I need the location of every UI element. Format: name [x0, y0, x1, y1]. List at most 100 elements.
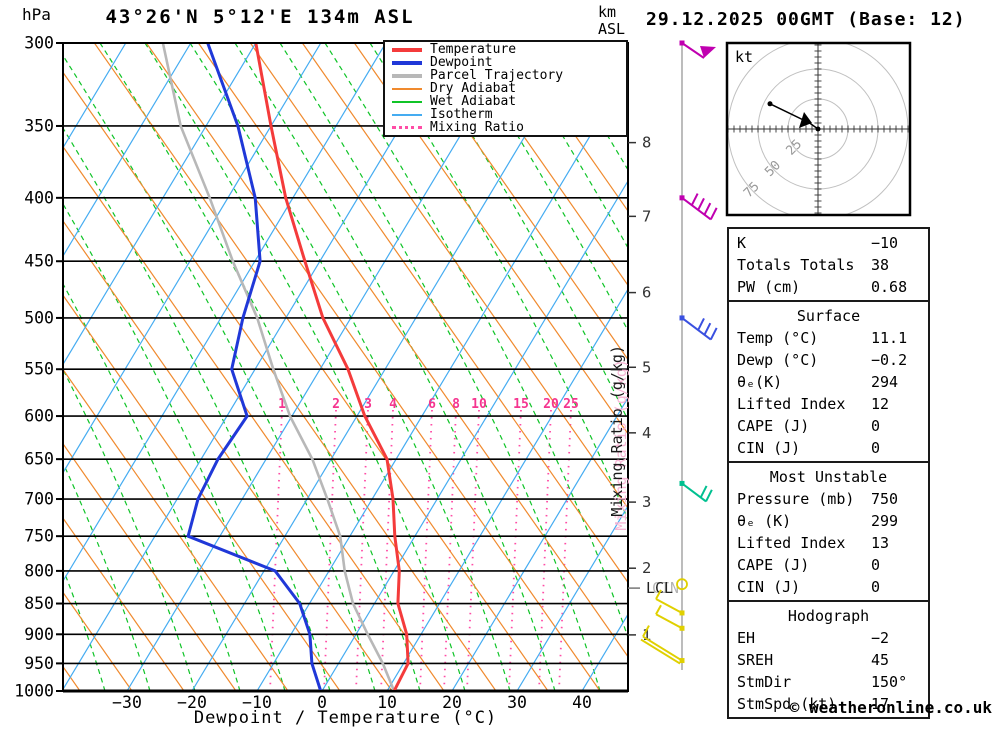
table-row-value: 150°	[871, 673, 908, 691]
table-row-value: 0	[871, 417, 881, 435]
table-row-label: EH	[737, 629, 756, 647]
legend-item: Parcel Trajectory	[385, 69, 626, 82]
mixing-ratio-line	[419, 409, 433, 691]
table-row-label: CIN (J)	[737, 578, 801, 596]
legend-item: Dry Adiabat	[385, 82, 626, 95]
table-row-value: 12	[871, 395, 890, 413]
temp-tick-label: −30	[112, 693, 142, 712]
dry-adiabat-line	[63, 517, 185, 691]
wet-adiabat-line	[279, 43, 601, 691]
wet-adiabat-line	[234, 43, 556, 691]
indices-table: Surface Temp (°C) 11.1 Dewp (°C) −0.2 θₑ(K) 29…	[727, 300, 930, 463]
pressure-tick-label: 400	[24, 188, 54, 207]
table-row-label: StmSpd (kt)	[737, 695, 837, 713]
table-row-value: 38	[871, 256, 890, 274]
mixing-ratio-axis-label-text: Mixing Ratio (g/kg)	[608, 345, 626, 517]
table-row-label: CAPE (J)	[737, 556, 810, 574]
altitude-axis-unit-label: km ASL	[598, 4, 625, 38]
temp-tick-label: −10	[242, 693, 272, 712]
isotherm-line	[63, 43, 387, 583]
km-tick-label: 1	[642, 626, 651, 644]
table-row: CAPE (J) 0	[729, 415, 928, 437]
wet-adiabat-line	[63, 282, 241, 691]
hodograph-border	[725, 41, 912, 217]
legend-label: Parcel Trajectory	[430, 68, 564, 83]
legend-item: Dewpoint	[385, 56, 626, 69]
isotherm-line	[63, 43, 452, 691]
wind-barb-full_left	[640, 625, 685, 665]
temp-tick-label: 10	[377, 693, 397, 712]
km-unit: km	[598, 3, 617, 21]
isotherm-line	[256, 71, 628, 691]
sounding-curves	[161, 43, 410, 691]
table-row: EH −2	[729, 627, 928, 649]
pressure-tick-label: 850	[24, 594, 54, 613]
pressure-axis-unit-label: hPa	[22, 5, 51, 24]
table-title: Most Unstable	[769, 468, 888, 486]
mixing-ratio-value-label: 2	[332, 397, 340, 412]
km-tick-label: 5	[642, 358, 651, 376]
temp-tick-label: 40	[572, 693, 592, 712]
temp-tick-label: 30	[507, 693, 527, 712]
km-tick-label: 6	[642, 284, 651, 302]
legend-label: Wet Adiabat	[430, 94, 517, 109]
barb-tick	[709, 327, 718, 340]
barb-tick	[690, 193, 699, 206]
legend-label: Dry Adiabat	[430, 81, 517, 96]
run-datetime-title: 29.12.2025 00GMT (Base: 12)	[646, 9, 966, 30]
isotherm-line	[516, 504, 628, 691]
lcl-label: LCL	[646, 579, 673, 597]
barb-tick	[697, 197, 705, 211]
legend: Temperature Dewpoint Parcel Trajectory Dry …	[383, 40, 628, 137]
pressure-tick-label: 800	[24, 561, 54, 580]
temperature-curve	[254, 43, 410, 691]
table-row: PW (cm) 0.68	[729, 276, 928, 298]
indices-table: Most Unstable Pressure (mb) 750 θₑ (K) 299 Li…	[727, 461, 930, 602]
hodograph-storm-motion-arrow	[799, 112, 812, 128]
isotherm-line	[126, 43, 517, 691]
table-row: CIN (J) 0	[729, 437, 928, 459]
table-row-label: θₑ(K)	[737, 373, 783, 391]
legend-swatch-thick	[392, 60, 422, 65]
table-row-value: 0	[871, 439, 881, 457]
km-tick-label: 7	[642, 207, 651, 225]
mixing-ratio-line	[355, 409, 369, 691]
legend-item: Mixing Ratio	[385, 121, 626, 134]
wind-barb-half_left	[655, 604, 685, 631]
table-row-value: 750	[871, 490, 899, 508]
table-row-label: Lifted Index	[737, 395, 846, 413]
barb-shaft-2	[640, 638, 681, 665]
dry-adiabat-line	[63, 219, 393, 691]
legend-item: Isotherm	[385, 108, 626, 121]
pressure-tick-label: 750	[24, 527, 54, 546]
table-row: Temp (°C) 11.1	[729, 327, 928, 349]
legend-swatch-dotted	[392, 126, 422, 129]
barb-tick	[642, 625, 650, 638]
legend-label: Mixing Ratio	[430, 120, 524, 135]
table-row-value: 0	[871, 578, 881, 596]
dry-adiabat-line	[301, 43, 628, 510]
temp-tick-label: 20	[442, 693, 462, 712]
wind-barb-barb4	[679, 193, 718, 221]
dewpoint-curve	[186, 43, 323, 691]
pressure-tick-label: 950	[24, 654, 54, 673]
table-row: CIN (J) 0	[729, 576, 928, 598]
pressure-tick-label: 500	[24, 308, 54, 327]
wet-adiabat-line	[189, 43, 511, 691]
pressure-tick-label: 900	[24, 625, 54, 644]
legend-item: Wet Adiabat	[385, 95, 626, 108]
km-tick-label: 4	[642, 424, 651, 442]
station-title: 43°26'N 5°12'E 134m ASL	[105, 6, 415, 28]
dry-adiabat-line	[63, 591, 133, 691]
wet-adiabat-line	[63, 54, 376, 691]
wet-adiabat-line	[99, 43, 421, 691]
table-row-value: 0.68	[871, 278, 908, 296]
barb-tick	[655, 589, 662, 600]
barb-shaft	[681, 42, 705, 59]
table-row: K −10	[729, 232, 928, 254]
wet-adiabat-line	[144, 43, 466, 691]
table-row-label: SREH	[737, 651, 774, 669]
barb-tick	[705, 489, 713, 502]
